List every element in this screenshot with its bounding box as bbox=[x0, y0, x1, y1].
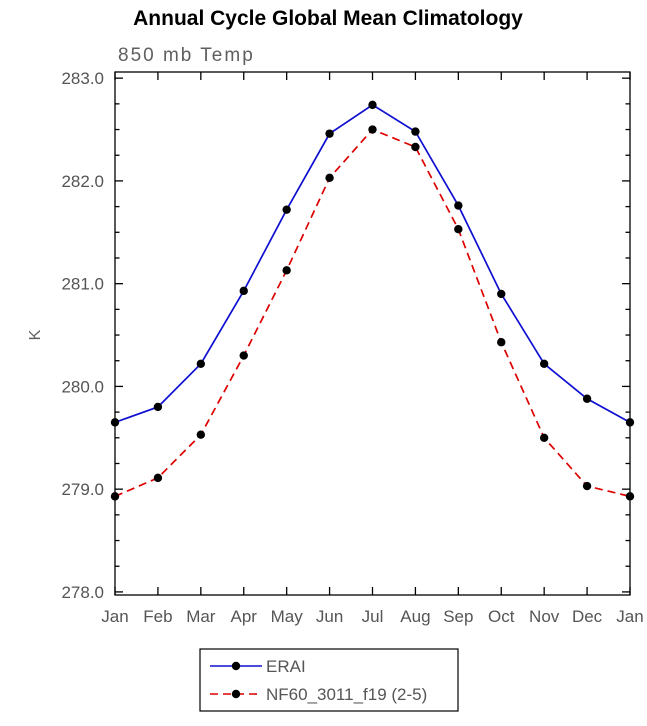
y-tick-label: 283.0 bbox=[61, 69, 104, 88]
x-tick-label: Oct bbox=[488, 607, 515, 626]
data-point-marker bbox=[196, 430, 206, 439]
legend-box bbox=[199, 648, 459, 712]
x-tick-label: Jan bbox=[101, 607, 128, 626]
y-tick-label: 279.0 bbox=[61, 480, 104, 499]
x-tick-label: Sep bbox=[443, 607, 473, 626]
x-tick-label: Aug bbox=[400, 607, 430, 626]
x-tick-label: Apr bbox=[231, 607, 258, 626]
data-point-marker bbox=[497, 289, 506, 299]
data-point-marker bbox=[625, 418, 635, 427]
data-point-marker bbox=[411, 127, 420, 136]
data-point-marker bbox=[411, 142, 420, 152]
series-line bbox=[114, 128, 631, 498]
legend-label-erai: ERAI bbox=[266, 657, 306, 676]
data-point-marker bbox=[325, 129, 334, 138]
x-tick-label: Feb bbox=[143, 607, 172, 626]
data-point-marker bbox=[625, 492, 635, 501]
legend-marker-nf60 bbox=[231, 689, 241, 699]
legend-marker-erai bbox=[231, 661, 241, 671]
data-point-marker bbox=[368, 125, 377, 134]
chart-subtitle: 850 mb Temp bbox=[118, 45, 255, 66]
x-tick-label: Jul bbox=[362, 607, 384, 626]
data-point-marker bbox=[196, 359, 206, 369]
x-tick-label: Dec bbox=[572, 607, 603, 626]
x-tick-label: Jan bbox=[616, 607, 643, 626]
y-tick-label: 280.0 bbox=[61, 377, 104, 396]
data-point-marker bbox=[110, 418, 120, 427]
y-tick-label: 281.0 bbox=[61, 275, 104, 294]
data-point-marker bbox=[454, 225, 463, 234]
x-tick-label: May bbox=[271, 607, 304, 626]
data-point-marker bbox=[153, 473, 163, 483]
axis-ticks bbox=[114, 72, 631, 595]
data-point-marker bbox=[110, 492, 120, 501]
x-tick-label: Nov bbox=[529, 607, 560, 626]
data-point-marker bbox=[325, 173, 334, 183]
data-point-marker bbox=[282, 205, 291, 214]
x-tick-label: Jun bbox=[316, 607, 343, 626]
data-point-marker bbox=[582, 394, 592, 403]
data-point-marker bbox=[582, 481, 592, 491]
data-point-marker bbox=[454, 201, 463, 210]
plot-frame bbox=[114, 71, 631, 596]
data-point-marker bbox=[539, 359, 549, 369]
series-line bbox=[114, 103, 631, 424]
data-point-marker bbox=[239, 286, 248, 296]
data-point-marker bbox=[282, 266, 291, 275]
y-axis-label: K bbox=[27, 329, 44, 340]
legend-label-nf60: NF60_3011_f19 (2-5) bbox=[266, 685, 427, 704]
data-point-marker bbox=[368, 100, 377, 110]
data-point-marker bbox=[239, 351, 248, 360]
data-point-marker bbox=[153, 402, 163, 412]
y-tick-label: 282.0 bbox=[61, 172, 104, 191]
x-tick-label: Mar bbox=[186, 607, 216, 626]
data-point-marker bbox=[497, 338, 506, 347]
legend: ERAI NF60_3011_f19 (2-5) bbox=[199, 648, 459, 712]
data-point-marker bbox=[539, 433, 549, 442]
plot-area: 278.0 279.0 280.0 281.0 282.0 283.0 Jan Feb Mar A… bbox=[61, 69, 643, 626]
y-tick-label: 278.0 bbox=[61, 583, 104, 602]
chart-title: Annual Cycle Global Mean Climatology bbox=[133, 7, 523, 30]
